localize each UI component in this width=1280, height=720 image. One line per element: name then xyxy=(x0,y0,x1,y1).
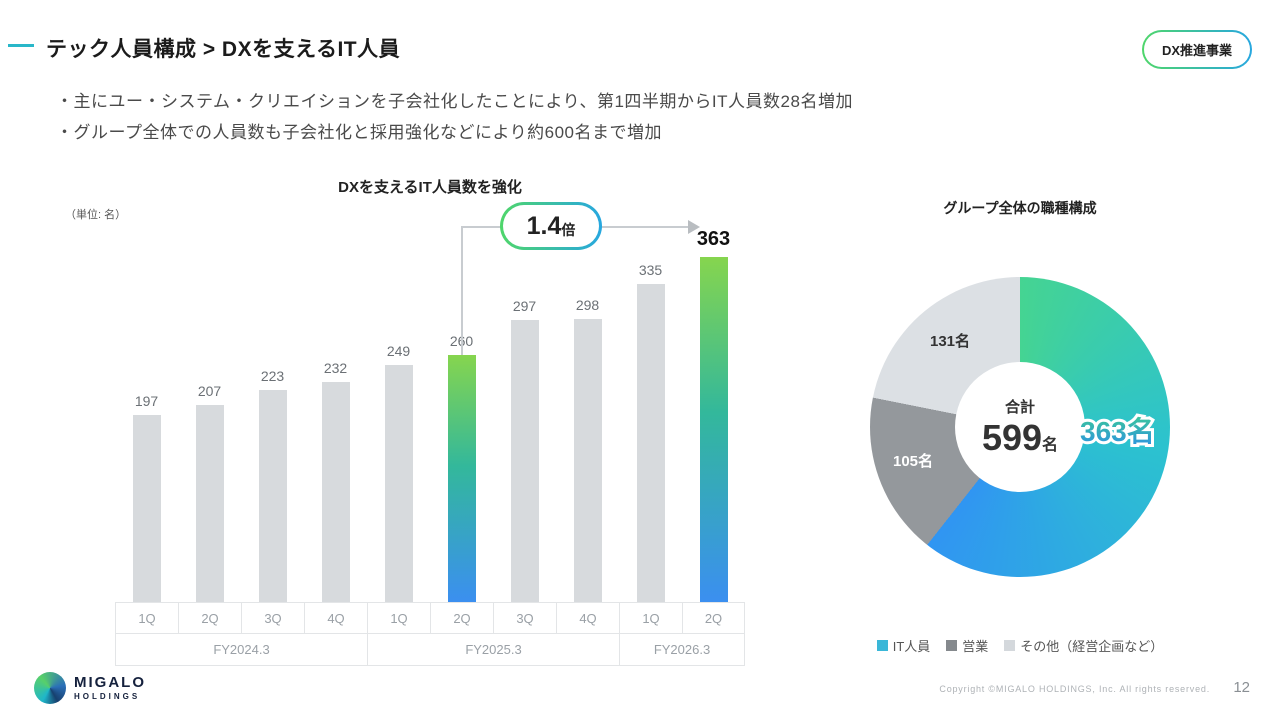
bar-value-label: 197 xyxy=(134,393,159,409)
legend-item: IT人員 xyxy=(876,636,931,655)
bar-value-label: 335 xyxy=(638,262,663,278)
bar-chart: DXを支えるIT人員数を強化 （単位: 名） 197 207 223 232 249 26… xyxy=(60,170,760,670)
bar-item: 249 xyxy=(367,343,430,602)
legend-item: その他（経営企画など） xyxy=(1004,636,1163,655)
legend-swatch-icon xyxy=(876,640,888,651)
unit-label: （単位: 名） xyxy=(65,209,127,221)
legend-label: 営業 xyxy=(962,639,989,654)
bar xyxy=(384,365,413,602)
legend-swatch-icon xyxy=(946,640,958,651)
donut-ring: 合計 599 名 xyxy=(870,277,1170,577)
bar xyxy=(447,355,476,602)
axis-quarter-label: 4Q xyxy=(304,602,367,634)
slice-label-it: 363名 xyxy=(1080,410,1155,450)
legend-item: 営業 xyxy=(946,636,988,655)
donut-center: 合計 599 名 xyxy=(955,362,1085,492)
bar-value-label: 297 xyxy=(512,298,537,314)
logo-wordmark: MIGALO HOLDINGS xyxy=(74,675,146,701)
bar-item: 298 xyxy=(556,297,619,602)
bullet-1: ・主にユー・システム・クリエイションを子会社化したことにより、第1四半期からIT… xyxy=(56,92,853,111)
axis-fiscal-year-label: FY2025.3 xyxy=(367,634,619,666)
axis-quarter-label: 2Q xyxy=(178,602,241,634)
legend-label: IT人員 xyxy=(892,639,931,654)
bar-value-label: 363 xyxy=(696,228,731,250)
bar-value-label: 223 xyxy=(260,368,285,384)
bar xyxy=(510,320,539,602)
bar xyxy=(636,284,665,602)
bar xyxy=(258,390,287,602)
legend-swatch-icon xyxy=(1004,640,1016,651)
bar xyxy=(573,319,602,602)
annotation-arrowhead-icon xyxy=(688,220,700,234)
axis-quarter-row: 1Q 2Q 3Q 4Q 1Q 2Q 3Q 4Q 1Q 2Q xyxy=(115,602,745,634)
bar-value-label: 232 xyxy=(323,360,348,376)
summary-bullets: ・主にユー・システム・クリエイションを子会社化したことにより、第1四半期からIT… xyxy=(56,86,853,148)
annotation-line-vertical xyxy=(461,226,463,355)
axis-quarter-label: 2Q xyxy=(682,602,745,634)
axis-quarter-label: 3Q xyxy=(493,602,556,634)
company-logo: MIGALO HOLDINGS xyxy=(34,672,146,704)
slice-label-it-halo: 363名 xyxy=(1077,410,1158,450)
bar-item: 223 xyxy=(241,368,304,602)
bar-value-label: 207 xyxy=(197,383,222,399)
copyright-notice: Copyright ©MIGALO HOLDINGS, Inc. All rig… xyxy=(939,684,1210,694)
business-segment-badge: DX推進事業 xyxy=(1142,30,1252,69)
bar xyxy=(132,415,161,602)
ratio-value: 1.4 xyxy=(526,211,562,240)
bar-item: 232 xyxy=(304,360,367,602)
bar-item: 197 xyxy=(115,393,178,602)
axis-quarter-label: 1Q xyxy=(619,602,682,634)
bar-item: 335 xyxy=(619,262,682,602)
axis-quarter-label: 4Q xyxy=(556,602,619,634)
axis-quarter-label: 1Q xyxy=(115,602,178,634)
axis-fiscal-year-label: FY2026.3 xyxy=(619,634,745,666)
bar xyxy=(195,405,224,602)
donut-center-value: 599 xyxy=(981,416,1043,458)
bar xyxy=(321,382,350,602)
axis-quarter-label: 1Q xyxy=(367,602,430,634)
axis-quarter-label: 3Q xyxy=(241,602,304,634)
donut-chart-title: グループ全体の職種構成 xyxy=(943,200,1097,216)
legend-label: その他（経営企画など） xyxy=(1020,639,1164,654)
bar-item: 260 xyxy=(430,333,493,602)
axis-quarter-label: 2Q xyxy=(430,602,493,634)
bar xyxy=(699,257,728,602)
bar-item: 207 xyxy=(178,383,241,602)
donut-center-unit: 名 xyxy=(1042,436,1059,454)
bar-chart-bars: 197 207 223 232 249 260 297 298 335 363 xyxy=(115,182,745,602)
donut-chart: グループ全体の職種構成 合計 599 名 131名 105名 363名 363名… xyxy=(810,190,1230,670)
donut-center-label: 合計 xyxy=(1004,398,1035,416)
axis-fiscal-year-row: FY2024.3 FY2025.3 FY2026.3 xyxy=(115,634,745,666)
bar-item: 363 xyxy=(682,228,745,602)
donut-legend: IT人員 営業 その他（経営企画など） xyxy=(810,636,1230,655)
axis-fiscal-year-label: FY2024.3 xyxy=(115,634,367,666)
bullet-2: ・グループ全体での人員数も子会社化と採用強化などにより約600名まで増加 xyxy=(56,123,663,142)
page-title: テック人員構成 > DXを支えるIT人員 xyxy=(46,38,401,61)
bar-value-label: 298 xyxy=(575,297,600,313)
slice-label-other: 131名 xyxy=(929,333,971,350)
bar-chart-title: DXを支えるIT人員数を強化 xyxy=(338,179,522,196)
donut-center-value-row: 599 名 xyxy=(982,417,1058,459)
bar-item: 297 xyxy=(493,298,556,602)
bar-value-label: 249 xyxy=(386,343,411,359)
bar-chart-axis: 1Q 2Q 3Q 4Q 1Q 2Q 3Q 4Q 1Q 2Q FY2024.3 FY2025.3 FY2… xyxy=(115,602,745,666)
slice-label-sales: 105名 xyxy=(892,453,934,470)
growth-ratio-callout: 1.4 倍 xyxy=(500,202,602,250)
logo-company-name: MIGALO xyxy=(74,674,146,691)
logo-icon xyxy=(34,672,66,704)
title-accent-dash xyxy=(8,44,34,47)
ratio-unit: 倍 xyxy=(561,222,576,238)
page-number: 12 xyxy=(1233,679,1250,696)
logo-company-suffix: HOLDINGS xyxy=(74,692,141,701)
